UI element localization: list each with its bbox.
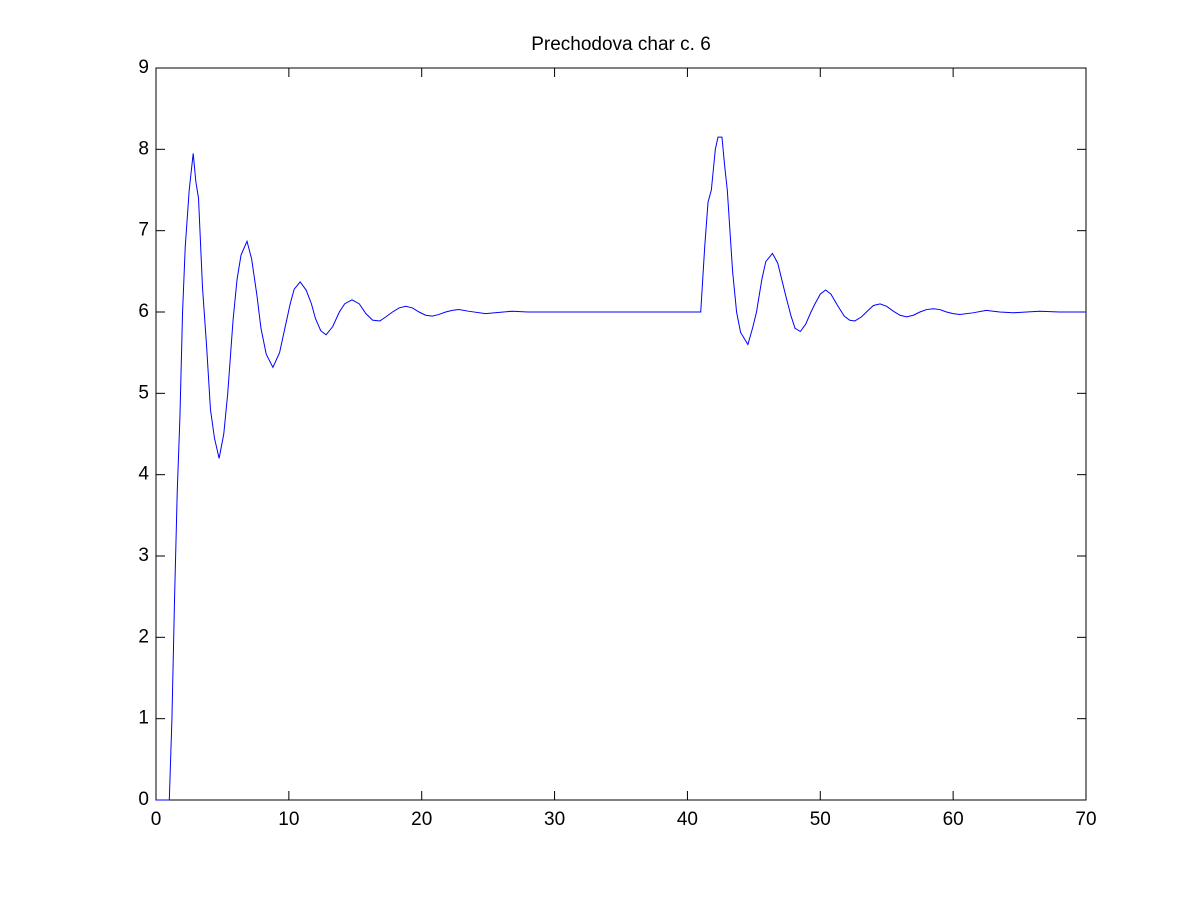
- y-tick-label: 6: [138, 301, 149, 322]
- y-tick-label: 8: [138, 138, 149, 159]
- x-tick-label: 10: [278, 809, 299, 830]
- x-tick-label: 20: [411, 809, 432, 830]
- y-tick-label: 4: [138, 464, 149, 485]
- y-tick-label: 1: [138, 708, 149, 729]
- y-tick-label: 3: [138, 545, 149, 566]
- y-tick-label: 9: [138, 57, 149, 78]
- chart-title: Prechodova char c. 6: [531, 34, 711, 55]
- y-tick-label: 5: [138, 382, 149, 403]
- data-line: [156, 136, 1086, 801]
- x-tick-label: 40: [677, 809, 698, 830]
- x-tick-label: 50: [810, 809, 831, 830]
- x-tick-label: 60: [943, 809, 964, 830]
- x-tick-label: 30: [544, 809, 565, 830]
- y-tick-label: 0: [138, 789, 149, 810]
- y-tick-label: 2: [138, 626, 149, 647]
- x-tick-label: 0: [151, 809, 162, 830]
- x-tick-label: 70: [1075, 809, 1096, 830]
- y-tick-label: 7: [138, 220, 149, 241]
- plot-area: [155, 67, 1087, 801]
